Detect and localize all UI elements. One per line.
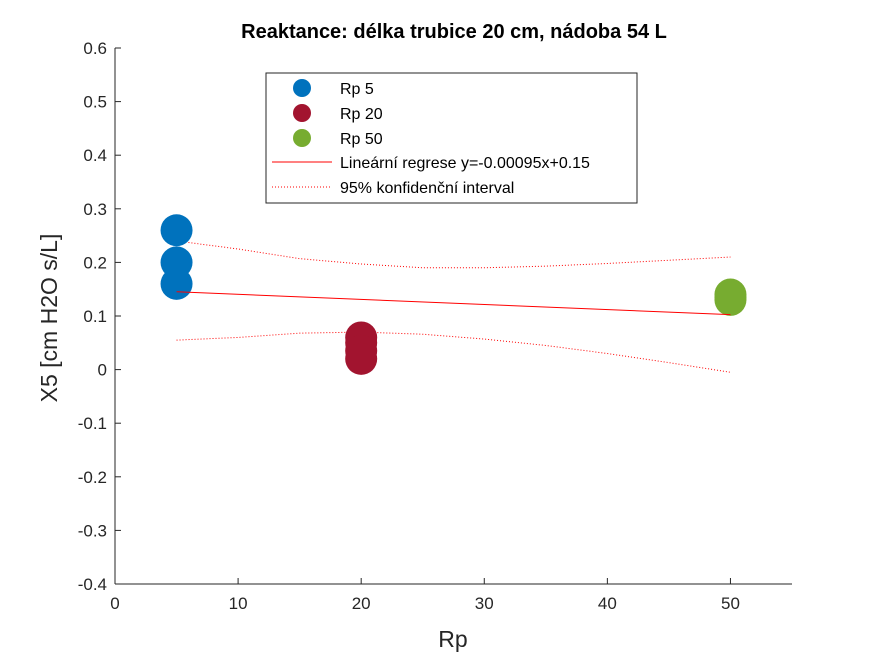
- axes: 0 10 20 30 40 50 -0.4 -0.3 -0.2 -0.1 0 0.1 0.2 0.3 0.4…: [78, 39, 792, 613]
- y-tick-label: -0.1: [78, 414, 107, 433]
- regression-line-group: [176, 291, 731, 316]
- x-tick-label: 10: [229, 594, 248, 613]
- y-tick-label: 0.6: [83, 39, 107, 58]
- confidence-upper-line: [176, 240, 731, 269]
- x-tick-label: 50: [721, 594, 740, 613]
- chart-title: Reaktance: délka trubice 20 cm, nádoba 5…: [241, 21, 667, 43]
- data-point-rp5: [160, 267, 193, 300]
- data-points: [160, 214, 747, 375]
- y-tick-label: 0.5: [83, 93, 107, 112]
- y-axis-label: X5 [cm H2O s/L]: [36, 234, 62, 403]
- legend-box: [265, 72, 638, 204]
- y-tick-label: -0.4: [78, 575, 107, 594]
- legend-marker-rp50: [293, 129, 311, 147]
- legend: Rp 5 Rp 20 Rp 50 Lineární regrese y=-0.0…: [265, 72, 638, 204]
- y-tick-label: 0: [98, 361, 107, 380]
- y-tick-label: -0.2: [78, 468, 107, 487]
- legend-label-confidence: 95% konfidenční interval: [340, 180, 514, 197]
- y-tick-label: 0.1: [83, 307, 107, 326]
- x-tick-label: 40: [598, 594, 617, 613]
- y-tick-label: -0.3: [78, 521, 107, 540]
- x-tick-label: 30: [475, 594, 494, 613]
- data-point-rp20: [345, 342, 378, 375]
- legend-marker-rp20: [293, 104, 311, 122]
- data-point-rp50: [714, 283, 747, 316]
- regression-line: [176, 291, 731, 316]
- legend-marker-rp5: [293, 79, 311, 97]
- x-axis-label: Rp: [438, 626, 467, 652]
- legend-label-rp50: Rp 50: [340, 131, 383, 148]
- y-tick-label: 0.4: [83, 146, 107, 165]
- data-point-rp5: [160, 214, 193, 247]
- x-tick-label: 0: [110, 594, 119, 613]
- legend-label-rp5: Rp 5: [340, 81, 374, 98]
- confidence-interval-lines: [176, 240, 731, 373]
- y-tick-label: 0.3: [83, 200, 107, 219]
- legend-label-rp20: Rp 20: [340, 106, 383, 123]
- x-tick-label: 20: [352, 594, 371, 613]
- y-tick-label: 0.2: [83, 253, 107, 272]
- legend-label-regression: Lineární regrese y=-0.00095x+0.15: [340, 155, 590, 172]
